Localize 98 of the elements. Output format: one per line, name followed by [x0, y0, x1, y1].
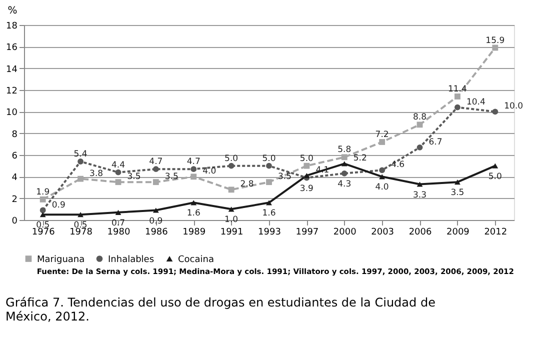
text: 5.0 — [300, 154, 314, 164]
text: 1.6 — [262, 208, 276, 219]
point — [228, 162, 234, 169]
text: 4.0 — [375, 182, 389, 193]
point — [341, 154, 348, 160]
point — [228, 206, 234, 212]
text: 5.0 — [224, 154, 238, 164]
text: 3.9 — [300, 184, 314, 194]
text: 4.7 — [186, 157, 200, 168]
x-tick-label: 2003 — [371, 228, 394, 238]
text: 4.3 — [338, 179, 352, 190]
x-tick-label: 2000 — [333, 228, 357, 238]
x-tick-label: 1980 — [107, 228, 130, 238]
text: 5.4 — [74, 150, 88, 160]
y-tick-label: 12 — [6, 86, 18, 96]
point — [115, 210, 122, 215]
text: 3.8 — [90, 168, 104, 179]
text: 4.6 — [391, 160, 405, 170]
text: 4.7 — [149, 157, 163, 168]
point — [492, 163, 498, 168]
point — [78, 212, 84, 218]
text: 1.9 — [36, 187, 50, 198]
text: 0.9 — [52, 200, 66, 210]
point — [115, 169, 122, 176]
point — [304, 173, 310, 178]
y-tick-label: 0 — [12, 216, 18, 226]
y-tick-label: 8 — [12, 130, 18, 140]
point — [190, 166, 197, 172]
text: 5.2 — [353, 154, 367, 164]
point — [341, 161, 348, 166]
y-tick-label: 18 — [6, 22, 18, 32]
text: 1.6 — [186, 208, 200, 219]
y-tick-label: 6 — [12, 152, 18, 162]
text: 2.8 — [240, 180, 254, 190]
text: 8.8 — [413, 112, 427, 123]
point — [416, 122, 423, 128]
point — [228, 186, 234, 193]
y-tick-label: 2 — [12, 194, 18, 205]
legend-label: Cocaina — [178, 254, 214, 265]
point — [266, 162, 272, 169]
text: 10.4 — [466, 97, 486, 108]
text: 10.0 — [504, 102, 524, 112]
point — [115, 179, 122, 186]
point — [492, 108, 498, 115]
point — [152, 166, 159, 172]
point — [416, 182, 423, 187]
text: 4.4 — [111, 160, 125, 170]
x-tick-label: 1997 — [296, 228, 319, 238]
text: 3.5 — [278, 172, 292, 182]
point — [454, 104, 460, 110]
y-axis-title: % — [8, 6, 18, 16]
text: 5.8 — [338, 145, 352, 156]
point — [40, 207, 46, 214]
text: 5.0 — [488, 172, 502, 182]
legend-label: Mariguana — [37, 254, 85, 265]
text: 3.5 — [127, 172, 141, 182]
text: 3.5 — [164, 172, 178, 182]
text: 4.0 — [202, 166, 216, 177]
point — [78, 158, 84, 164]
y-tick-label: 10 — [6, 108, 18, 118]
y-tick-label: 14 — [6, 64, 18, 75]
x-tick-label: 1986 — [144, 228, 168, 238]
text: 3.3 — [413, 190, 427, 200]
point — [152, 179, 159, 186]
text: 11.4 — [448, 84, 467, 94]
x-tick-label: 1993 — [258, 228, 281, 238]
point — [40, 196, 46, 202]
point — [190, 174, 197, 180]
x-tick-label: 2006 — [408, 228, 432, 238]
x-tick-label: 2012 — [484, 228, 508, 238]
text: 5.0 — [262, 154, 276, 164]
text: 1.0 — [224, 215, 238, 226]
point — [78, 176, 84, 182]
point — [379, 139, 386, 145]
x-tick-label: 2009 — [446, 228, 470, 238]
point — [454, 180, 460, 185]
point — [416, 144, 423, 150]
text: 6.7 — [428, 137, 442, 148]
point — [341, 170, 348, 176]
text: 0.9 — [149, 216, 163, 226]
point — [454, 94, 460, 100]
text: 7.2 — [375, 130, 389, 140]
point — [304, 162, 310, 169]
point — [492, 44, 498, 51]
y-tick-label: 16 — [6, 43, 18, 54]
text: 3.5 — [450, 188, 464, 198]
point — [40, 212, 46, 218]
point — [379, 167, 386, 174]
text: Gráfica 7. Tendencias del uso de drogas en estudiantes de la Ciudad de México, 2012. — [6, 296, 436, 324]
text: 15.9 — [486, 36, 505, 46]
x-tick-label: 1989 — [182, 228, 206, 238]
x-tick-label: 1991 — [220, 228, 244, 238]
legend-label: Inhalables — [108, 254, 154, 265]
text: 0.7 — [111, 218, 125, 228]
point — [152, 208, 159, 213]
point — [266, 179, 272, 186]
y-tick-label: 4 — [12, 173, 18, 184]
point — [190, 200, 197, 206]
